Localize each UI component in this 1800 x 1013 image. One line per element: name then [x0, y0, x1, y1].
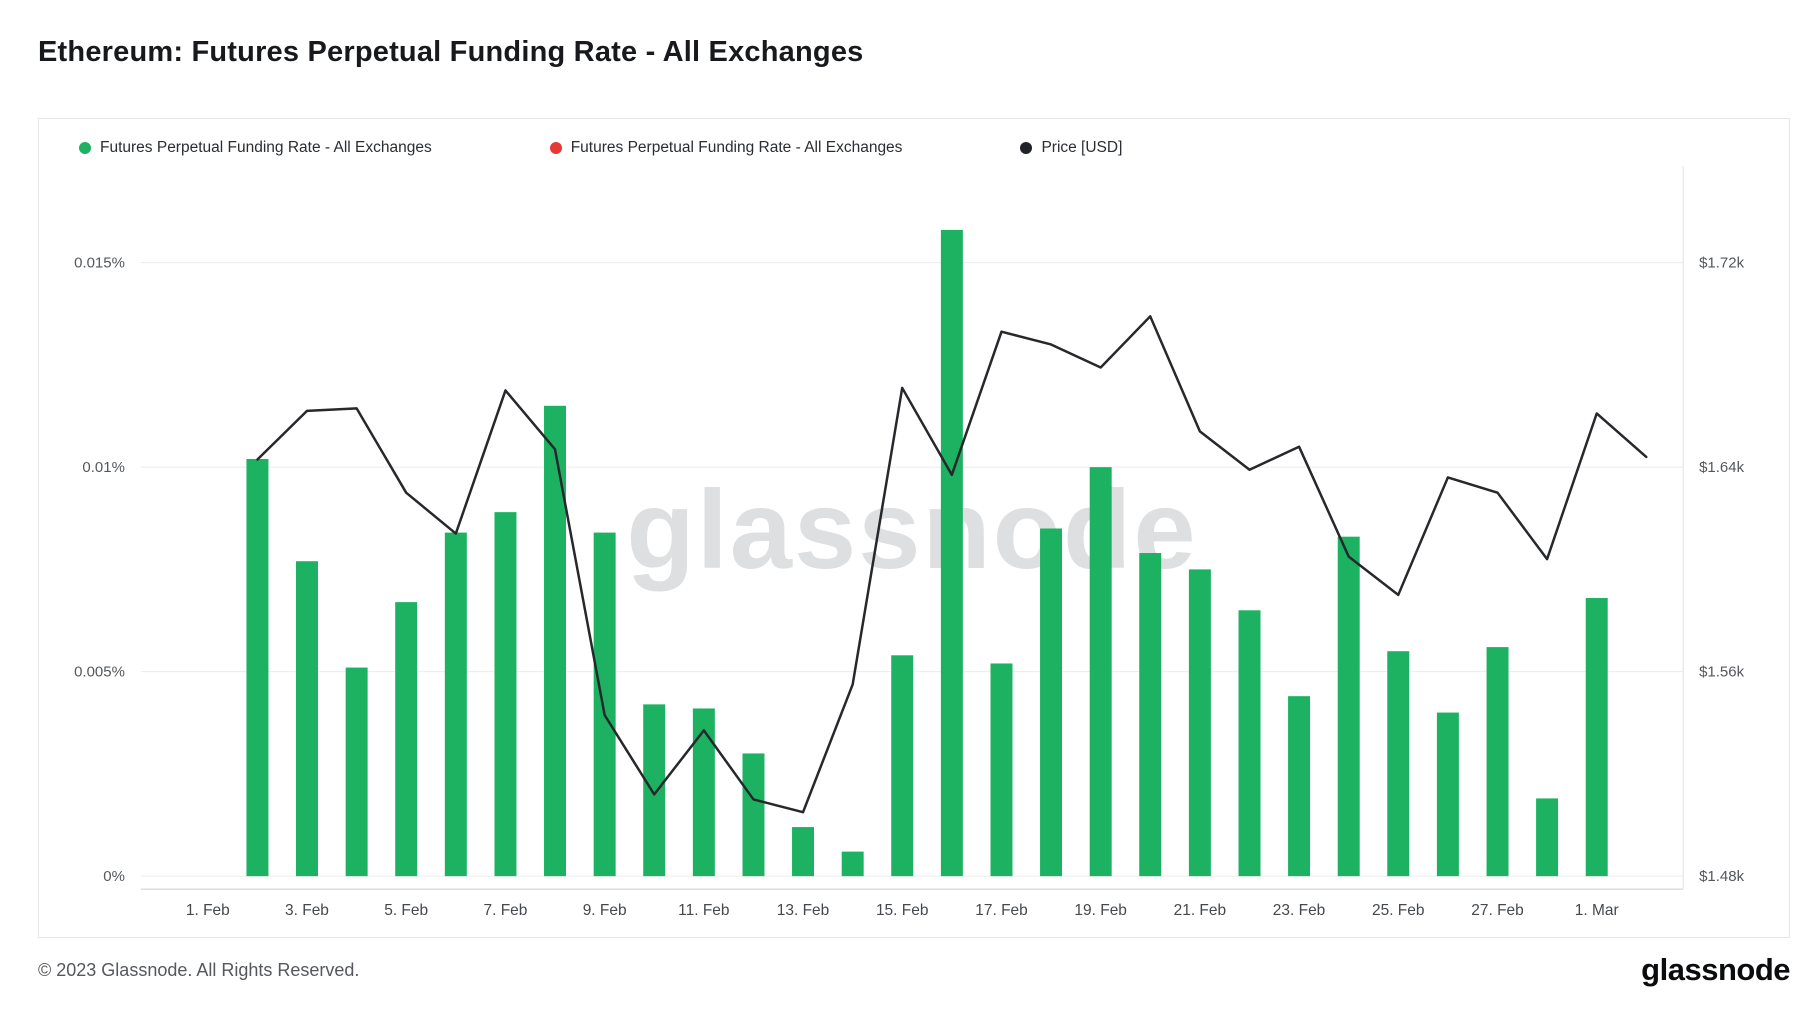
funding-rate-bar[interactable] — [1040, 528, 1063, 877]
legend-item-funding-rate-green[interactable]: Futures Perpetual Funding Rate - All Exc… — [79, 139, 432, 157]
black-dot-icon — [1020, 142, 1033, 154]
funding-rate-bar[interactable] — [395, 602, 418, 877]
left-axis-label: 0.01% — [82, 459, 124, 476]
x-axis-label: 19. Feb — [1074, 902, 1127, 919]
left-axis-label: 0.015% — [74, 255, 125, 272]
right-axis-label: $1.64k — [1699, 459, 1744, 476]
legend-label: Futures Perpetual Funding Rate - All Exc… — [570, 139, 903, 156]
page-title: Ethereum: Futures Perpetual Funding Rate… — [38, 36, 864, 68]
x-axis-label: 23. Feb — [1273, 902, 1326, 919]
funding-rate-bar[interactable] — [1536, 798, 1559, 877]
funding-rate-bar[interactable] — [792, 827, 815, 877]
x-axis-label: 15. Feb — [876, 902, 929, 919]
price-line[interactable] — [256, 315, 1648, 814]
left-axis-label: 0.005% — [74, 664, 125, 681]
page-footer: © 2023 Glassnode. All Rights Reserved. g… — [38, 952, 1790, 988]
legend-item-funding-rate-red[interactable]: Futures Perpetual Funding Rate - All Exc… — [549, 139, 903, 157]
funding-rate-bar[interactable] — [544, 405, 566, 877]
legend-item-price-usd[interactable]: Price [USD] — [1020, 139, 1122, 157]
funding-rate-bar[interactable] — [1585, 598, 1608, 877]
funding-rate-bar[interactable] — [891, 655, 914, 877]
x-axis-label: 21. Feb — [1174, 902, 1227, 919]
funding-rate-bar[interactable] — [841, 851, 864, 877]
funding-rate-bar[interactable] — [692, 708, 715, 877]
funding-rate-bar[interactable] — [990, 663, 1013, 877]
funding-rate-bar[interactable] — [345, 667, 368, 877]
funding-rate-bar[interactable] — [1089, 467, 1112, 877]
red-dot-icon — [549, 142, 562, 154]
x-axis-label: 13. Feb — [777, 902, 830, 919]
right-axis-label: $1.72k — [1699, 255, 1744, 272]
x-axis-label: 11. Feb — [678, 902, 729, 919]
right-axis-label: $1.48k — [1699, 868, 1744, 885]
x-axis-label: 3. Feb — [285, 902, 329, 919]
funding-rate-bar[interactable] — [1486, 647, 1509, 877]
x-axis-label: 27. Feb — [1471, 902, 1524, 919]
funding-rate-bar[interactable] — [742, 753, 765, 877]
left-axis-label: 0% — [103, 868, 125, 885]
legend-label: Futures Perpetual Funding Rate - All Exc… — [100, 139, 432, 156]
copyright-text: © 2023 Glassnode. All Rights Reserved. — [38, 959, 360, 980]
legend-label: Price [USD] — [1041, 139, 1123, 156]
x-axis-label: 25. Feb — [1372, 902, 1425, 919]
funding-rate-bar[interactable] — [296, 561, 318, 877]
funding-rate-bar[interactable] — [1238, 610, 1261, 877]
chart-legend: Futures Perpetual Funding Rate - All Exc… — [79, 139, 1122, 157]
funding-rate-bar[interactable] — [1436, 712, 1459, 877]
funding-rate-bar[interactable] — [1139, 553, 1162, 877]
glassnode-wordmark: glassnode — [1641, 952, 1790, 987]
x-axis-label: 1. Mar — [1575, 902, 1619, 919]
x-axis-label: 17. Feb — [975, 902, 1028, 919]
funding-rate-bar[interactable] — [593, 532, 616, 877]
chart-panel: Futures Perpetual Funding Rate - All Exc… — [38, 118, 1790, 938]
funding-rate-price-chart[interactable]: glassnode 0% 0.005% 0.01% 0.015% $1.48k $1.56k… — [39, 119, 1789, 937]
funding-rate-bar[interactable] — [1188, 569, 1211, 877]
right-axis-label: $1.56k — [1699, 664, 1744, 681]
funding-rate-bar[interactable] — [246, 458, 269, 877]
funding-rate-bar[interactable] — [494, 512, 517, 877]
chart-watermark: glassnode — [626, 467, 1197, 592]
green-dot-icon — [79, 142, 91, 154]
x-axis-label: 9. Feb — [583, 902, 627, 919]
funding-rate-bar[interactable] — [1337, 536, 1360, 877]
funding-rate-bar[interactable] — [1387, 651, 1410, 877]
funding-rate-bar[interactable] — [444, 532, 467, 877]
funding-rate-bar[interactable] — [1288, 696, 1311, 877]
x-axis-label: 5. Feb — [384, 902, 428, 919]
x-axis-label: 7. Feb — [484, 902, 528, 919]
x-axis-label: 1. Feb — [186, 902, 230, 919]
funding-rate-bar[interactable] — [643, 704, 666, 877]
funding-rate-bar[interactable] — [940, 229, 963, 877]
